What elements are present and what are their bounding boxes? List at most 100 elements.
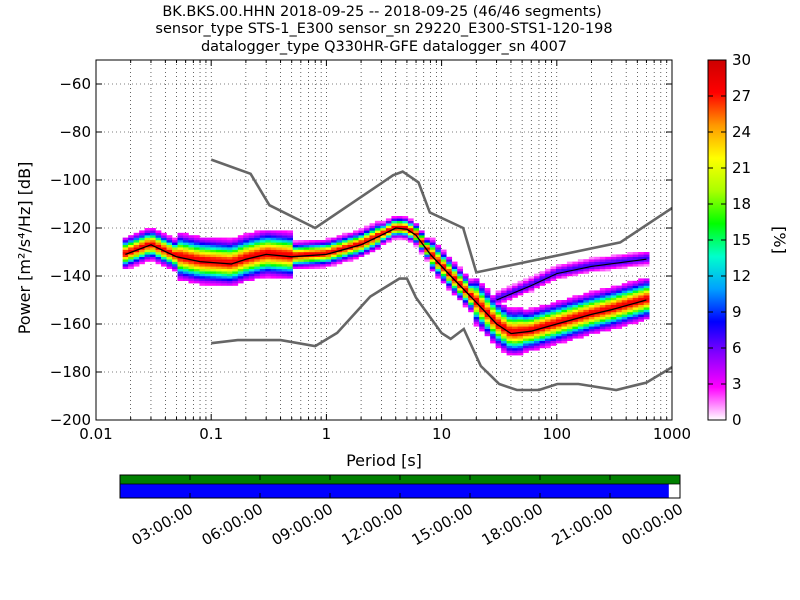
- heatmap-cell: [544, 319, 551, 322]
- heatmap-cell: [320, 249, 326, 253]
- heatmap-cell: [495, 336, 502, 339]
- heatmap-cell: [534, 319, 540, 322]
- heatmap-cell: [418, 244, 425, 248]
- heatmap-cell: [561, 319, 568, 322]
- heatmap-cell: [150, 259, 156, 262]
- heatmap-cell: [243, 240, 250, 243]
- heatmap-cell: [369, 223, 376, 226]
- heatmap-cell: [226, 259, 233, 262]
- heatmap-cell: [303, 244, 310, 248]
- heatmap-cell: [583, 316, 590, 320]
- heatmap-cell: [490, 300, 496, 303]
- heatmap-cell: [501, 340, 507, 344]
- heatmap-cell: [155, 232, 162, 236]
- heatmap-cell: [144, 228, 151, 231]
- heatmap-cell: [336, 244, 343, 248]
- heatmap-cell: [528, 278, 535, 281]
- heatmap-cell: [638, 316, 645, 320]
- heatmap-cell: [144, 256, 151, 260]
- heatmap-cell: [594, 328, 601, 332]
- heatmap-cell: [182, 268, 189, 272]
- heatmap-cell: [528, 312, 535, 315]
- heatmap-cell: [435, 256, 442, 260]
- heatmap-cell: [490, 297, 496, 301]
- heatmap-cell: [605, 264, 612, 267]
- heatmap-cell: [610, 309, 617, 313]
- heatmap-cell: [588, 304, 595, 308]
- heatmap-cell: [204, 266, 211, 269]
- heatmap-cell: [221, 259, 228, 262]
- heatmap-cell: [243, 276, 250, 279]
- heatmap-cell: [259, 266, 266, 269]
- heatmap-cell: [506, 288, 513, 291]
- heatmap-cell: [440, 256, 447, 260]
- heatmap-cell: [523, 338, 529, 341]
- heatmap-cell: [259, 273, 266, 277]
- heatmap-cell: [210, 240, 217, 243]
- heatmap-cell: [555, 266, 562, 269]
- heatmap-cell: [577, 295, 584, 298]
- heatmap-cell: [254, 259, 261, 262]
- model-lines: [125, 158, 672, 392]
- heatmap-cell: [479, 319, 485, 322]
- heatmap-cell: [232, 259, 239, 262]
- heatmap-cell: [495, 338, 502, 341]
- heatmap-cell: [610, 290, 617, 293]
- heatmap-cell: [336, 242, 343, 245]
- heatmap-cell: [226, 254, 233, 257]
- heatmap-cell: [517, 312, 524, 315]
- heatmap-cell: [534, 324, 540, 327]
- heatmap-cell: [495, 319, 502, 322]
- heatmap-cell: [172, 266, 178, 269]
- heatmap-cell: [517, 285, 524, 289]
- heatmap-cell: [358, 247, 365, 250]
- heatmap-cell: [479, 295, 485, 298]
- heatmap-cell: [440, 254, 447, 257]
- heatmap-cell: [610, 312, 617, 315]
- heatmap-cell: [583, 297, 590, 301]
- heatmap-cell: [182, 252, 189, 255]
- heatmap-cell: [555, 328, 562, 332]
- heatmap-cell: [490, 307, 496, 310]
- heatmap-cell: [544, 268, 551, 272]
- heatmap-cell: [544, 324, 551, 327]
- mode-line: [125, 227, 647, 335]
- heatmap-cell: [254, 240, 261, 243]
- heatmap-cell: [418, 232, 425, 236]
- heatmap-cell: [177, 247, 184, 250]
- heatmap-cell: [188, 247, 195, 250]
- heatmap-cell: [605, 328, 612, 332]
- heatmap-cell: [215, 252, 222, 255]
- heatmap-cell: [638, 254, 645, 257]
- heatmap-cell: [435, 271, 442, 274]
- heatmap-cell: [199, 273, 206, 277]
- time-coverage-axis: 03:00:00 06:00:00 09:00:00 12:00:00 15:00:00…: [119, 474, 686, 549]
- heatmap-cell: [506, 297, 513, 301]
- heatmap-cell: [528, 336, 535, 339]
- heatmap-cell: [166, 261, 173, 265]
- heatmap-cell: [588, 319, 595, 322]
- heatmap-cell: [627, 290, 634, 293]
- heatmap-cell: [161, 247, 167, 250]
- heatmap-cell: [588, 331, 595, 334]
- heatmap-cell: [539, 309, 546, 313]
- heatmap-cell: [276, 242, 283, 245]
- heatmap-cell: [363, 237, 370, 241]
- heatmap-cell: [358, 242, 365, 245]
- heatmap-cell: [539, 273, 546, 277]
- heatmap-cell: [210, 268, 217, 272]
- time-tick-label: 00:00:00: [619, 500, 686, 549]
- heatmap-cell: [523, 309, 529, 313]
- heatmap-cell: [566, 261, 573, 265]
- heatmap-cell: [385, 218, 392, 221]
- heatmap-cell: [358, 240, 365, 243]
- heatmap-cell: [281, 232, 288, 236]
- heatmap-cell: [287, 266, 293, 269]
- heatmap-cell: [128, 261, 134, 265]
- heatmap-cell: [396, 228, 403, 231]
- heatmap-cell: [248, 266, 255, 269]
- heatmap-cell: [237, 254, 244, 257]
- heatmap-cell: [479, 324, 485, 327]
- heatmap-cell: [555, 302, 562, 305]
- y-tick-label: −200: [50, 411, 91, 429]
